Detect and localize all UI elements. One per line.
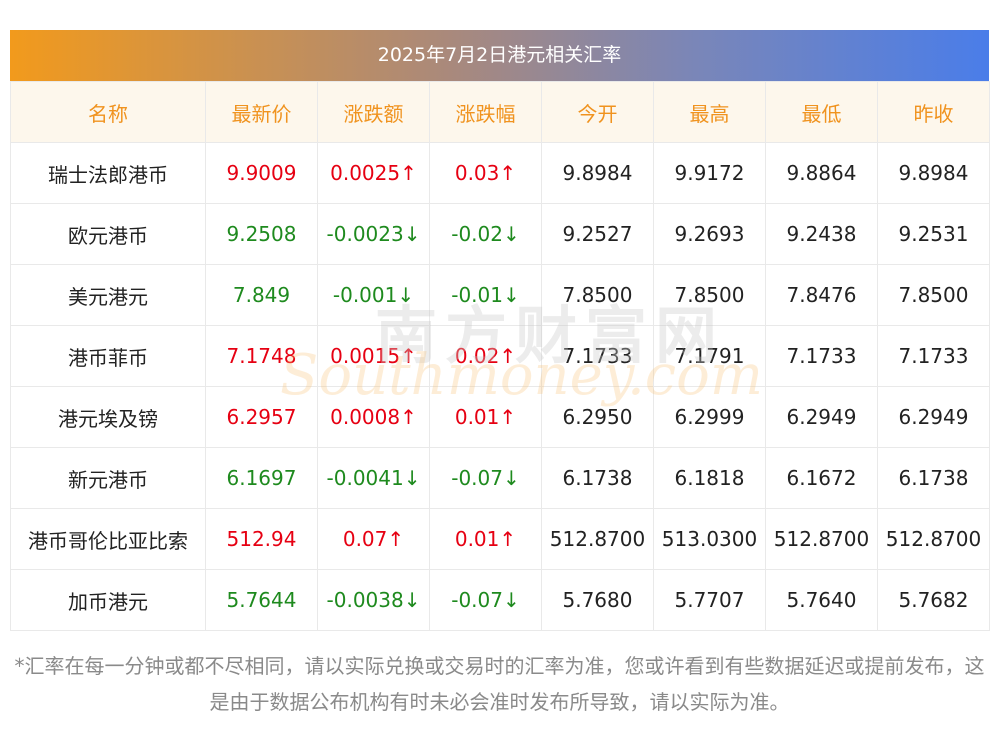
header-open: 今开	[541, 81, 654, 143]
table-row: 新元港币 6.1697 -0.0041↓ -0.07↓ 6.1738 6.1818 6.16…	[10, 447, 990, 509]
rate-table-container: 2025年7月2日港元相关汇率 名称 最新价 涨跌额 涨跌幅 今开 最高 最低 …	[10, 30, 990, 631]
cell-latest: 5.7644	[205, 569, 318, 631]
cell-prev-close: 7.1733	[877, 325, 990, 387]
cell-change-pct: -0.07↓	[429, 569, 542, 631]
cell-change-pct: 0.01↑	[429, 508, 542, 570]
cell-open: 7.1733	[541, 325, 654, 387]
cell-low: 6.1672	[765, 447, 878, 509]
cell-prev-close: 6.2949	[877, 386, 990, 448]
table-row: 港元埃及镑 6.2957 0.0008↑ 0.01↑ 6.2950 6.2999 6.294…	[10, 386, 990, 448]
table-row: 瑞士法郎港币 9.9009 0.0025↑ 0.03↑ 9.8984 9.9172 9.88…	[10, 142, 990, 204]
cell-name: 港币哥伦比亚比索	[10, 508, 206, 570]
cell-open: 7.8500	[541, 264, 654, 326]
table-title: 2025年7月2日港元相关汇率	[10, 30, 989, 81]
cell-prev-close: 9.2531	[877, 203, 990, 265]
table-row: 港币哥伦比亚比索 512.94 0.07↑ 0.01↑ 512.8700 513.0300…	[10, 508, 990, 570]
cell-name: 港币菲币	[10, 325, 206, 387]
cell-change: 0.0008↑	[317, 386, 430, 448]
disclaimer-note: *汇率在每一分钟或都不尽相同，请以实际兑换或交易时的汇率为准，您或许看到有些数据…	[14, 654, 985, 714]
cell-low: 6.2949	[765, 386, 878, 448]
cell-latest: 9.9009	[205, 142, 318, 204]
cell-high: 9.9172	[653, 142, 766, 204]
cell-change: 0.0025↑	[317, 142, 430, 204]
cell-low: 9.2438	[765, 203, 878, 265]
header-row: 名称 最新价 涨跌额 涨跌幅 今开 最高 最低 昨收	[10, 81, 990, 143]
cell-name: 加币港元	[10, 569, 206, 631]
cell-open: 5.7680	[541, 569, 654, 631]
cell-prev-close: 5.7682	[877, 569, 990, 631]
cell-high: 5.7707	[653, 569, 766, 631]
cell-low: 5.7640	[765, 569, 878, 631]
cell-change: -0.0038↓	[317, 569, 430, 631]
table-row: 加币港元 5.7644 -0.0038↓ -0.07↓ 5.7680 5.7707 5.76…	[10, 569, 990, 631]
cell-change: -0.001↓	[317, 264, 430, 326]
cell-change-pct: 0.03↑	[429, 142, 542, 204]
cell-change: 0.0015↑	[317, 325, 430, 387]
cell-name: 欧元港币	[10, 203, 206, 265]
cell-latest: 6.2957	[205, 386, 318, 448]
header-change: 涨跌额	[317, 81, 430, 143]
cell-name: 美元港元	[10, 264, 206, 326]
cell-change-pct: -0.02↓	[429, 203, 542, 265]
cell-latest: 7.1748	[205, 325, 318, 387]
cell-change-pct: 0.01↑	[429, 386, 542, 448]
cell-open: 9.2527	[541, 203, 654, 265]
cell-latest: 7.849	[205, 264, 318, 326]
table-row: 欧元港币 9.2508 -0.0023↓ -0.02↓ 9.2527 9.2693 9.24…	[10, 203, 990, 265]
cell-prev-close: 512.8700	[877, 508, 990, 570]
cell-change-pct: -0.07↓	[429, 447, 542, 509]
cell-low: 7.8476	[765, 264, 878, 326]
header-low: 最低	[765, 81, 878, 143]
table-row: 港币菲币 7.1748 0.0015↑ 0.02↑ 7.1733 7.1791 7.1733…	[10, 325, 990, 387]
cell-change: 0.07↑	[317, 508, 430, 570]
cell-high: 6.2999	[653, 386, 766, 448]
rate-table: 名称 最新价 涨跌额 涨跌幅 今开 最高 最低 昨收 瑞士法郎港币 9.9009 0…	[10, 81, 990, 631]
cell-prev-close: 6.1738	[877, 447, 990, 509]
header-change-pct: 涨跌幅	[429, 81, 542, 143]
header-high: 最高	[653, 81, 766, 143]
cell-open: 9.8984	[541, 142, 654, 204]
cell-name: 瑞士法郎港币	[10, 142, 206, 204]
cell-name: 港元埃及镑	[10, 386, 206, 448]
cell-low: 512.8700	[765, 508, 878, 570]
cell-high: 7.8500	[653, 264, 766, 326]
cell-open: 512.8700	[541, 508, 654, 570]
cell-open: 6.2950	[541, 386, 654, 448]
cell-change: -0.0041↓	[317, 447, 430, 509]
cell-high: 7.1791	[653, 325, 766, 387]
cell-high: 9.2693	[653, 203, 766, 265]
cell-latest: 9.2508	[205, 203, 318, 265]
header-prev-close: 昨收	[877, 81, 990, 143]
cell-low: 9.8864	[765, 142, 878, 204]
cell-change: -0.0023↓	[317, 203, 430, 265]
cell-high: 513.0300	[653, 508, 766, 570]
cell-high: 6.1818	[653, 447, 766, 509]
cell-prev-close: 9.8984	[877, 142, 990, 204]
cell-change-pct: -0.01↓	[429, 264, 542, 326]
table-row: 美元港元 7.849 -0.001↓ -0.01↓ 7.8500 7.8500 7.8476…	[10, 264, 990, 326]
cell-open: 6.1738	[541, 447, 654, 509]
cell-latest: 512.94	[205, 508, 318, 570]
cell-low: 7.1733	[765, 325, 878, 387]
cell-change-pct: 0.02↑	[429, 325, 542, 387]
cell-prev-close: 7.8500	[877, 264, 990, 326]
cell-name: 新元港币	[10, 447, 206, 509]
header-name: 名称	[10, 81, 206, 143]
header-latest: 最新价	[205, 81, 318, 143]
cell-latest: 6.1697	[205, 447, 318, 509]
